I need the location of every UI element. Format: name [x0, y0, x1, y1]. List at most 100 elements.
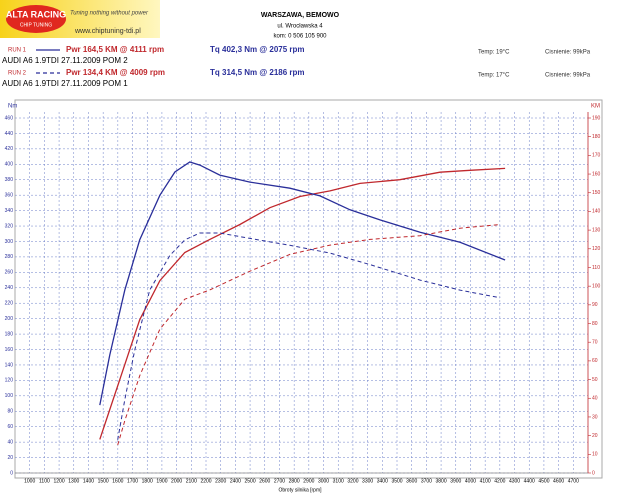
y-tick-label: 80: [7, 409, 13, 415]
y-axis-label: Nm: [8, 104, 17, 110]
city: WARSZAWA, BEMOWO: [261, 12, 340, 19]
y-tick-label: 180: [5, 331, 14, 337]
run-label: RUN 1: [8, 48, 27, 54]
x-tick-label: 3600: [406, 478, 417, 484]
x-tick-label: 1700: [127, 478, 138, 484]
x-tick-label: 3100: [333, 478, 344, 484]
x-tick-label: 4500: [538, 478, 549, 484]
x-tick-label: 1600: [112, 478, 123, 484]
y2-tick-label: 60: [592, 358, 598, 364]
legend-entry: Tq 314,5 Nm @ 2186 rpm: [210, 68, 305, 77]
y-tick-label: 340: [5, 208, 14, 214]
y-tick-label: 60: [7, 424, 13, 430]
x-tick-label: 3300: [362, 478, 373, 484]
y2-tick-label: 0: [592, 470, 595, 476]
x-tick-label: 2400: [230, 478, 241, 484]
y2-axis-label: KM: [591, 104, 600, 110]
slogan: Tuning nothing without power: [70, 11, 149, 17]
legend-entry: Tq 402,3 Nm @ 2075 rpm: [210, 45, 305, 54]
x-tick-label: 1800: [142, 478, 153, 484]
y-tick-label: 100: [5, 393, 14, 399]
y-tick-label: 0: [10, 470, 13, 476]
x-tick-label: 2500: [245, 478, 256, 484]
y2-tick-label: 110: [592, 265, 600, 271]
website: www.chiptuning-tdi.pl: [74, 28, 141, 35]
y2-tick-label: 50: [592, 377, 598, 383]
x-tick-label: 2000: [171, 478, 182, 484]
y-tick-label: 140: [5, 362, 14, 368]
x-tick-label: 2800: [289, 478, 300, 484]
y2-tick-label: 120: [592, 246, 601, 252]
x-tick-label: 2200: [200, 478, 211, 484]
street: ul. Wrocławska 4: [277, 24, 323, 30]
y2-tick-label: 140: [592, 209, 601, 215]
x-tick-label: 3400: [377, 478, 388, 484]
x-tick-label: 3900: [450, 478, 461, 484]
legend-entry: Pwr 134,4 KM @ 4009 rpm: [66, 68, 165, 77]
run-pressure: Cisnienie: 99kPa: [545, 50, 591, 56]
logo: ALTA RACING: [6, 9, 66, 19]
y-tick-label: 420: [5, 146, 14, 152]
x-tick-label: 1500: [98, 478, 109, 484]
x-tick-label: 3200: [347, 478, 358, 484]
x-tick-label: 1100: [39, 478, 50, 484]
logo-badge: [6, 5, 66, 33]
run-car: AUDI A6 1.9TDI 27.11.2009 POM 2: [2, 56, 128, 65]
plot-frame: [14, 99, 603, 479]
x-tick-label: 2300: [215, 478, 226, 484]
x-tick-label: 2700: [274, 478, 285, 484]
y-tick-label: 200: [5, 316, 14, 322]
x-tick-label: 2900: [303, 478, 314, 484]
y2-tick-label: 40: [592, 396, 598, 402]
x-tick-label: 3000: [318, 478, 329, 484]
y-tick-label: 400: [5, 162, 14, 168]
series-line: [117, 224, 501, 446]
y-tick-label: 220: [5, 301, 14, 307]
run-car: AUDI A6 1.9TDI 27.11.2009 POM 1: [2, 79, 128, 88]
y2-tick-label: 20: [592, 433, 598, 439]
x-tick-label: 4200: [494, 478, 505, 484]
x-tick-label: 4100: [480, 478, 491, 484]
y-tick-label: 360: [5, 193, 14, 199]
series-line: [99, 161, 506, 406]
x-tick-label: 2600: [259, 478, 270, 484]
y-tick-label: 160: [5, 347, 14, 353]
y-tick-label: 120: [5, 378, 14, 384]
y-tick-label: 320: [5, 223, 14, 229]
x-tick-label: 4700: [568, 478, 579, 484]
x-tick-label: 3700: [421, 478, 432, 484]
run-pressure: Cisnienie: 99kPa: [545, 73, 591, 79]
y-tick-label: 260: [5, 270, 14, 276]
x-tick-label: 1200: [54, 478, 65, 484]
y-tick-label: 460: [5, 115, 14, 121]
y2-tick-label: 30: [592, 414, 598, 420]
x-tick-label: 4400: [524, 478, 535, 484]
y-tick-label: 280: [5, 254, 14, 260]
x-tick-label: 2100: [186, 478, 197, 484]
x-axis-label: Obroty silnika [rpm]: [278, 487, 322, 493]
y2-tick-label: 180: [592, 134, 601, 140]
y-tick-label: 40: [7, 439, 13, 445]
x-tick-label: 4300: [509, 478, 520, 484]
y2-tick-label: 70: [592, 340, 598, 346]
run-label: RUN 2: [8, 71, 27, 77]
series-line: [99, 167, 506, 440]
y2-tick-label: 130: [592, 227, 601, 233]
y-tick-label: 20: [7, 455, 13, 461]
phone: kom: 0 506 105 900: [273, 34, 327, 40]
x-tick-label: 3500: [391, 478, 402, 484]
x-tick-label: 1000: [24, 478, 35, 484]
y-tick-label: 380: [5, 177, 14, 183]
y2-tick-label: 90: [592, 302, 598, 308]
run-temp: Temp: 17°C: [478, 73, 510, 79]
y2-tick-label: 80: [592, 321, 598, 327]
x-tick-label: 1400: [83, 478, 94, 484]
logo-sub: CHIP TUNING: [20, 22, 52, 28]
x-tick-label: 4000: [465, 478, 476, 484]
y-tick-label: 440: [5, 131, 14, 137]
y-tick-label: 300: [5, 239, 14, 245]
y2-tick-label: 160: [592, 171, 601, 177]
x-tick-label: 1300: [68, 478, 79, 484]
y2-tick-label: 170: [592, 153, 601, 159]
y2-tick-label: 150: [592, 190, 601, 196]
